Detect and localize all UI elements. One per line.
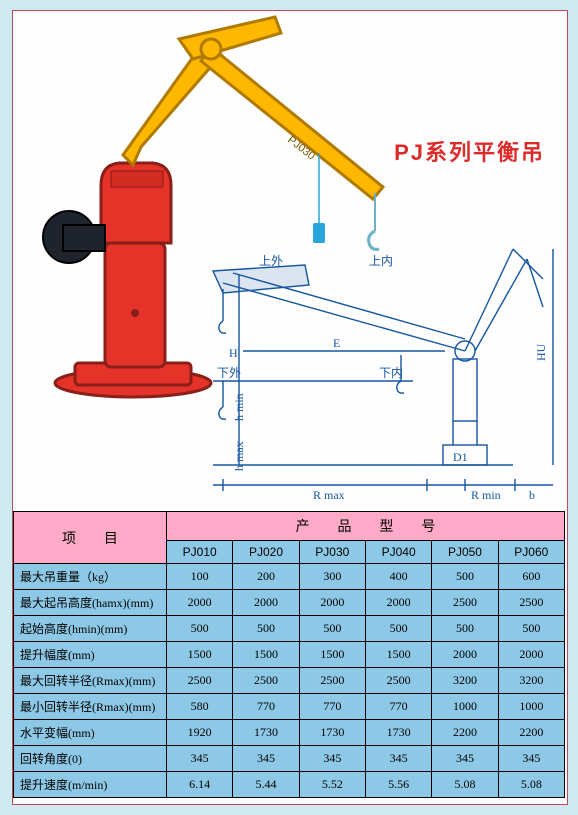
cell: 5.08 (432, 772, 498, 798)
cell: 2000 (498, 642, 564, 668)
row-label: 最大吊重量（kg） (14, 564, 167, 590)
spec-table: 项 目 产 品 型 号 PJ010PJ020PJ030PJ040PJ050PJ0… (13, 511, 565, 798)
cell: 300 (299, 564, 365, 590)
cell: 1500 (167, 642, 233, 668)
cell: 500 (233, 616, 299, 642)
row-label: 水平变幅(mm) (14, 720, 167, 746)
table-row: 最大回转半径(Rmax)(mm)250025002500250032003200 (14, 668, 565, 694)
cell: 2200 (432, 720, 498, 746)
cell: 1500 (233, 642, 299, 668)
cell: 1500 (299, 642, 365, 668)
label-hmax: h max (232, 441, 246, 471)
cell: 345 (299, 746, 365, 772)
row-label: 最大起吊高度(hamx)(mm) (14, 590, 167, 616)
cell: 5.56 (365, 772, 431, 798)
cell: 200 (233, 564, 299, 590)
cell: 345 (167, 746, 233, 772)
cell: 600 (498, 564, 564, 590)
cell: 500 (498, 616, 564, 642)
label-Rmin: R min (471, 488, 501, 501)
table-row: 水平变幅(mm)192017301730173022002200 (14, 720, 565, 746)
cell: 345 (432, 746, 498, 772)
cell: 100 (167, 564, 233, 590)
label-E: E (333, 336, 340, 350)
model-col: PJ040 (365, 541, 431, 564)
label-H: H (229, 346, 238, 360)
cell: 770 (365, 694, 431, 720)
cell: 770 (233, 694, 299, 720)
model-col: PJ030 (299, 541, 365, 564)
cell: 2500 (365, 668, 431, 694)
model-col: PJ060 (498, 541, 564, 564)
cell: 345 (365, 746, 431, 772)
model-col: PJ020 (233, 541, 299, 564)
cell: 1730 (299, 720, 365, 746)
cell: 2000 (167, 590, 233, 616)
model-col: PJ010 (167, 541, 233, 564)
table-row: 回转角度(0)345345345345345345 (14, 746, 565, 772)
row-label: 提升幅度(mm) (14, 642, 167, 668)
cell: 2500 (299, 668, 365, 694)
cell: 1500 (365, 642, 431, 668)
label-top-outer: 上外 (259, 254, 283, 268)
row-label: 最大回转半径(Rmax)(mm) (14, 668, 167, 694)
page-title: PJ系列平衡吊 (394, 135, 545, 167)
cell: 500 (365, 616, 431, 642)
cell: 5.44 (233, 772, 299, 798)
row-label: 提升速度(m/min) (14, 772, 167, 798)
label-bottom-inner: 下内 (379, 366, 403, 380)
cell: 500 (432, 616, 498, 642)
cell: 1000 (498, 694, 564, 720)
cell: 5.08 (498, 772, 564, 798)
crane-schematic: 上外 上内 下外 下内 H E h min h max R max R min … (183, 221, 563, 501)
label-HU: HU (534, 343, 548, 361)
cell: 500 (432, 564, 498, 590)
row-label: 最小回转半径(Rmax)(mm) (14, 694, 167, 720)
col-header-item: 项 目 (14, 512, 167, 564)
cell: 2000 (233, 590, 299, 616)
table-row: 起始高度(hmin)(mm)500500500500500500 (14, 616, 565, 642)
cell: 500 (167, 616, 233, 642)
panel: PJ系列平衡吊 PJ030 (12, 10, 568, 805)
cell: 6.14 (167, 772, 233, 798)
cell: 500 (299, 616, 365, 642)
cell: 5.52 (299, 772, 365, 798)
table-row: 提升速度(m/min)6.145.445.525.565.085.08 (14, 772, 565, 798)
cell: 3200 (432, 668, 498, 694)
cell: 2500 (167, 668, 233, 694)
cell: 2500 (498, 590, 564, 616)
table-row: 最大吊重量（kg）100200300400500600 (14, 564, 565, 590)
model-col: PJ050 (432, 541, 498, 564)
cell: 3200 (498, 668, 564, 694)
page: PJ系列平衡吊 PJ030 (0, 0, 578, 815)
cell: 345 (233, 746, 299, 772)
row-label: 起始高度(hmin)(mm) (14, 616, 167, 642)
label-D1: D1 (453, 450, 468, 464)
cell: 1000 (432, 694, 498, 720)
table-row: 最小回转半径(Rmax)(mm)58077077077010001000 (14, 694, 565, 720)
spec-table-wrap: 项 目 产 品 型 号 PJ010PJ020PJ030PJ040PJ050PJ0… (13, 511, 565, 798)
label-Rmax: R max (313, 488, 345, 501)
cell: 2500 (233, 668, 299, 694)
cell: 400 (365, 564, 431, 590)
cell: 1730 (233, 720, 299, 746)
label-top-inner: 上内 (369, 254, 393, 268)
row-label: 回转角度(0) (14, 746, 167, 772)
label-bottom-outer: 下外 (217, 366, 241, 380)
cell: 2000 (299, 590, 365, 616)
cell: 1730 (365, 720, 431, 746)
col-header-model: 产 品 型 号 (167, 512, 565, 541)
table-row: 提升幅度(mm)150015001500150020002000 (14, 642, 565, 668)
cell: 1920 (167, 720, 233, 746)
cell: 2200 (498, 720, 564, 746)
table-row: 最大起吊高度(hamx)(mm)200020002000200025002500 (14, 590, 565, 616)
cell: 580 (167, 694, 233, 720)
label-hmin: h min (232, 393, 246, 421)
cell: 770 (299, 694, 365, 720)
cell: 345 (498, 746, 564, 772)
cell: 2500 (432, 590, 498, 616)
cell: 2000 (365, 590, 431, 616)
cell: 2000 (432, 642, 498, 668)
label-b: b (529, 488, 535, 501)
